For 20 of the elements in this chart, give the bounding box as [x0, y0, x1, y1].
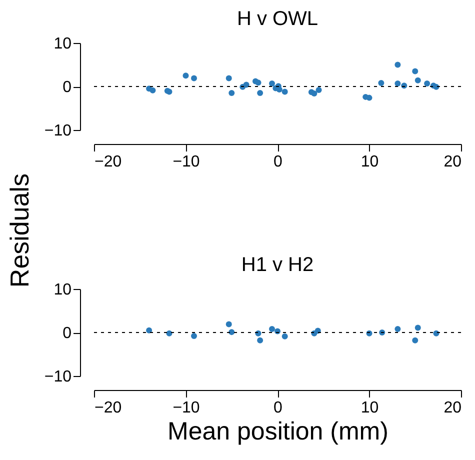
- y-tick-label: 0: [62, 325, 72, 342]
- x-tick-label: 0: [274, 400, 283, 416]
- y-tick-label: 10: [54, 36, 72, 52]
- y-axis-title: Residuals: [4, 172, 36, 288]
- x-tick-label: 20: [444, 400, 462, 416]
- x-tick-label: 20: [444, 154, 462, 170]
- x-tick-label: −10: [172, 154, 200, 170]
- x-tick-label: 0: [274, 154, 283, 170]
- y-tick-label: −10: [44, 368, 72, 386]
- y-tick-label: 10: [54, 282, 72, 298]
- chart-title: H v OWL: [236, 8, 318, 30]
- x-tick-label: −20: [94, 400, 122, 416]
- y-tick-label: 0: [62, 79, 72, 96]
- chart-title: H1 v H2: [241, 254, 314, 276]
- x-tick-label: −20: [94, 154, 122, 170]
- x-tick-label: 10: [360, 400, 379, 416]
- x-tick-label: −10: [172, 400, 200, 416]
- y-tick-label: −10: [44, 122, 72, 140]
- x-axis-title: Mean position (mm): [168, 418, 388, 446]
- x-tick-label: 10: [360, 154, 379, 170]
